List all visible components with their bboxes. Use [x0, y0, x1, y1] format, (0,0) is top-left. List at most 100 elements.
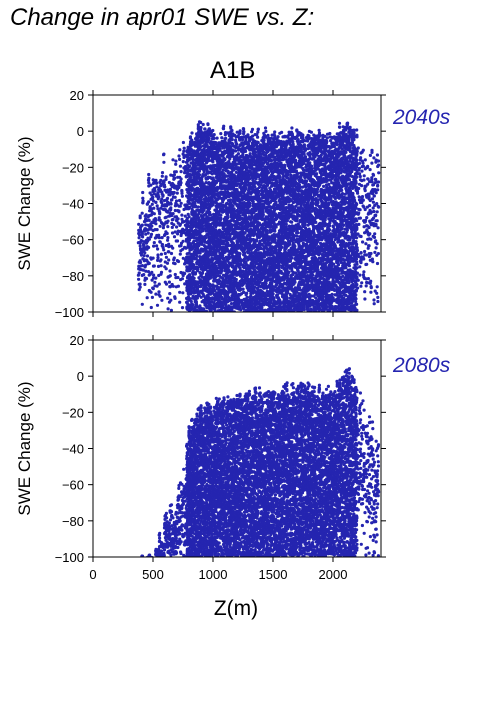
data-point [169, 251, 174, 256]
data-point [164, 243, 168, 248]
data-point [182, 146, 186, 150]
scenario-label: A1B [210, 57, 255, 85]
data-point [211, 128, 215, 133]
data-point [137, 271, 141, 275]
data-point [158, 218, 162, 222]
data-point [149, 183, 153, 187]
data-point [235, 162, 240, 166]
data-point [242, 251, 247, 255]
data-point [141, 268, 145, 272]
data-point [144, 269, 148, 273]
data-point [147, 245, 151, 250]
data-point [175, 225, 179, 229]
data-point [171, 217, 175, 222]
data-point [146, 231, 150, 235]
data-point [156, 253, 160, 257]
data-point [165, 209, 169, 213]
data-point [172, 190, 176, 195]
data-point [147, 218, 151, 222]
data-point [153, 189, 157, 193]
data-point [144, 232, 148, 236]
data-point [168, 274, 172, 278]
data-point [155, 228, 159, 232]
data-point [177, 198, 182, 203]
data-point [142, 273, 146, 277]
data-point [158, 294, 162, 298]
data-point [157, 216, 161, 220]
data-point [171, 158, 175, 162]
data-point [151, 276, 156, 280]
data-point [177, 154, 181, 158]
data-point [242, 290, 246, 294]
data-point [154, 276, 158, 280]
data-point [155, 244, 159, 248]
data-point [192, 239, 196, 243]
data-point [152, 212, 156, 216]
data-point [186, 302, 190, 306]
data-point [188, 164, 192, 168]
data-point [198, 142, 202, 146]
data-point [202, 244, 206, 248]
data-point [167, 245, 171, 249]
data-point [154, 200, 158, 204]
data-point [155, 284, 159, 288]
data-point [180, 231, 184, 235]
data-point [200, 309, 204, 312]
data-point [154, 222, 158, 226]
data-point [196, 288, 200, 292]
data-point [241, 269, 245, 273]
data-point [244, 186, 248, 191]
data-point [194, 218, 198, 222]
data-point [141, 242, 145, 246]
data-point [138, 216, 142, 220]
data-point [157, 290, 161, 294]
data-point [181, 291, 185, 295]
data-point [228, 198, 233, 202]
data-point [256, 127, 260, 131]
data-point [197, 173, 202, 177]
data-point [159, 252, 163, 256]
data-point [173, 195, 177, 199]
data-point [156, 256, 160, 260]
data-point [145, 296, 149, 300]
data-point [222, 124, 226, 128]
data-point [234, 138, 238, 142]
data-point [139, 260, 143, 265]
data-point [245, 295, 249, 299]
data-point [207, 158, 211, 163]
data-point [178, 148, 182, 152]
data-point [234, 149, 238, 153]
data-point [224, 136, 228, 140]
data-point [182, 220, 186, 224]
data-point [169, 198, 174, 202]
data-point [151, 286, 155, 290]
data-point [180, 306, 185, 310]
data-point [178, 204, 182, 208]
data-point [264, 129, 268, 133]
data-point [149, 232, 154, 236]
data-point [176, 259, 181, 264]
data-point [149, 213, 153, 217]
data-point [207, 136, 211, 140]
data-point [196, 246, 200, 250]
period-label-top: 2040s [393, 106, 450, 130]
data-point [162, 248, 166, 252]
data-point [159, 264, 163, 268]
data-point [195, 266, 200, 270]
data-point [168, 187, 172, 191]
data-point [173, 296, 177, 300]
data-point [158, 240, 162, 244]
data-point [183, 271, 187, 276]
data-point [157, 195, 161, 199]
data-point [196, 205, 200, 209]
data-point [201, 228, 205, 232]
data-point [181, 140, 185, 145]
data-point [236, 152, 240, 156]
data-point [199, 145, 203, 149]
data-point [144, 263, 148, 267]
data-point [166, 219, 170, 223]
data-point [212, 136, 216, 140]
data-point [150, 270, 154, 274]
data-point [180, 191, 184, 195]
data-point [137, 233, 142, 237]
